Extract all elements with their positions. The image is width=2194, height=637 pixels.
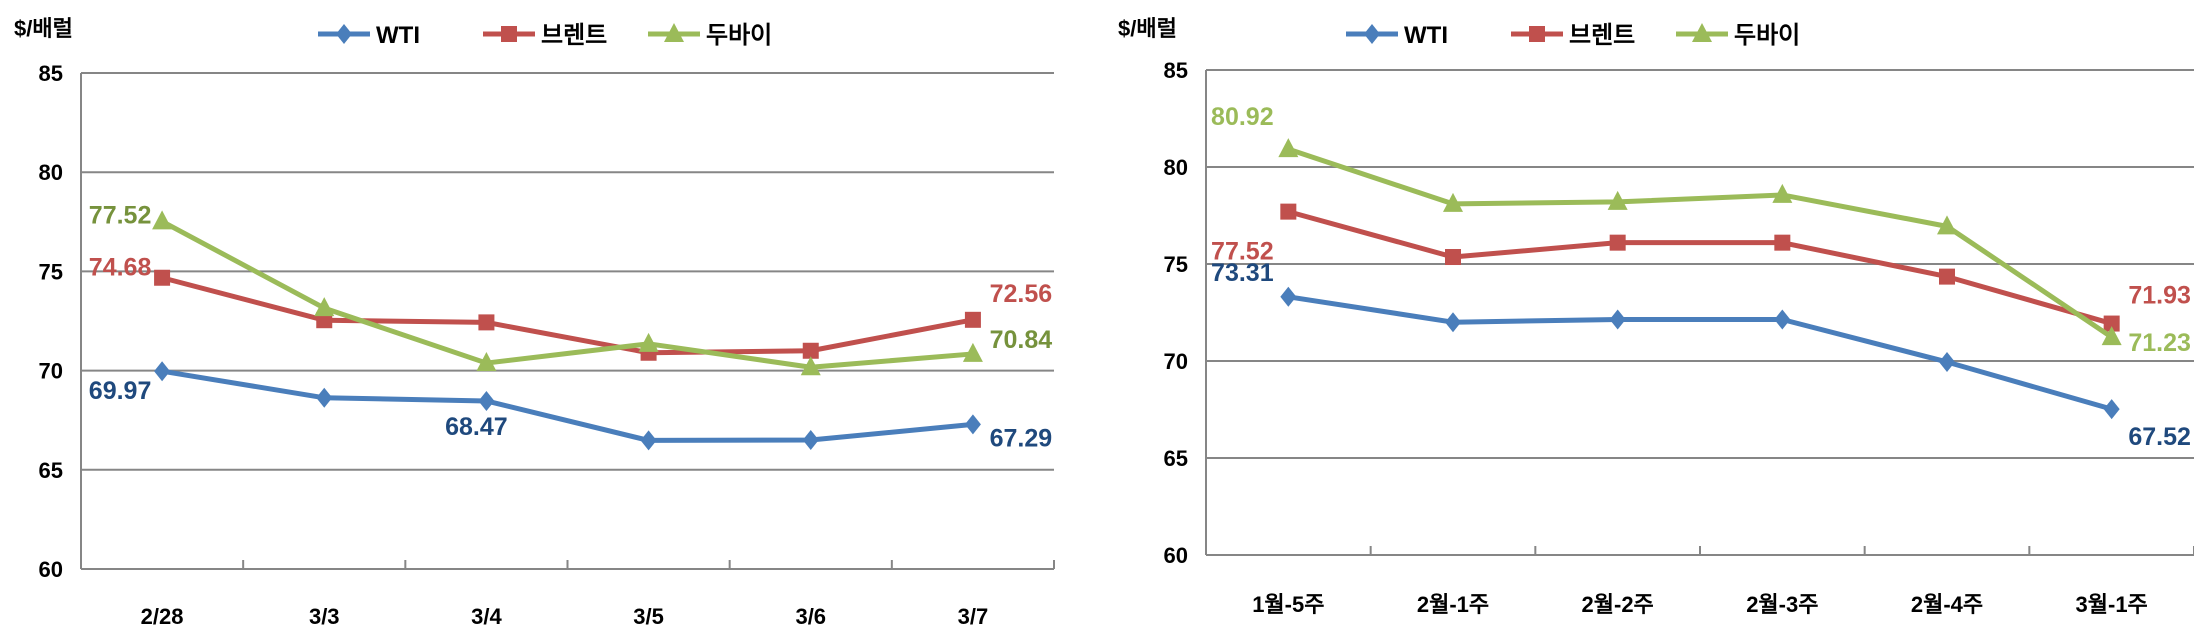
data-point-diamond [802, 430, 819, 451]
data-point-diamond [316, 387, 333, 408]
legend-dubai-label: 두바이 [706, 22, 772, 49]
y-tick-label: 85 [1164, 58, 1188, 83]
y-tick-label: 60 [39, 557, 63, 582]
y-tick-label: 70 [39, 359, 63, 384]
x-tick-label: 3/5 [633, 604, 664, 629]
data-label: 74.68 [89, 254, 152, 282]
data-label: 77.52 [89, 201, 152, 229]
data-label: 69.97 [89, 377, 152, 405]
series-line-wti [1287, 294, 2113, 412]
legend-brent-label: 브렌트 [1569, 22, 1635, 49]
data-point-triangle [962, 342, 983, 362]
data-point-diamond [1774, 309, 1791, 330]
legend-wti-marker-icon [336, 24, 352, 44]
data-label: 71.23 [2128, 329, 2191, 357]
x-tick-label: 2월-4주 [1911, 592, 1983, 617]
legend-wti-label: WTI [376, 22, 420, 49]
data-point-square [964, 311, 981, 328]
data-label: 67.29 [990, 424, 1053, 452]
data-point-square [1280, 203, 1297, 220]
x-tick-label: 3/4 [471, 604, 502, 629]
y-axis-title: $/배럴 [1118, 16, 1177, 41]
x-tick-label: 3/6 [795, 604, 826, 629]
data-label: 72.56 [990, 280, 1053, 308]
legend-wti-marker-icon [1364, 24, 1380, 44]
data-label: 70.84 [990, 326, 1053, 354]
legend-brent-marker-icon [1529, 26, 1545, 42]
data-point-diamond [1280, 286, 1297, 307]
y-tick-label: 75 [39, 259, 63, 284]
data-point-triangle [1772, 183, 1793, 203]
data-point-diamond [1939, 351, 1955, 372]
chart-right: $/배럴 60 65 70 75 80 85 1월-5주 2월-1주 2월-2주 2월-3주 2월-4… [1118, 16, 2194, 617]
legend-dubai-marker-icon [664, 23, 684, 42]
data-point-triangle [1443, 192, 1463, 212]
data-point-triangle [2101, 326, 2122, 346]
data-point-square [802, 342, 819, 359]
data-point-diamond [2103, 399, 2120, 420]
series-line-brent [161, 275, 974, 356]
y-tick-label: 80 [39, 160, 63, 185]
data-point-triangle [152, 210, 173, 230]
x-tick-label: 2월-3주 [1746, 592, 1818, 617]
data-point-diamond [640, 430, 657, 451]
y-tick-label: 80 [1164, 155, 1188, 180]
data-point-diamond [154, 361, 171, 382]
series-line-dubai [160, 219, 974, 370]
data-label: 68.47 [445, 413, 508, 441]
series-line-brent [1287, 209, 2113, 326]
data-label: 77.52 [1211, 238, 1274, 266]
x-tick-label: 2월-2주 [1582, 592, 1654, 617]
data-point-square [1609, 234, 1626, 251]
y-tick-label: 65 [39, 458, 63, 483]
data-point-square [478, 314, 495, 331]
y-tick-label: 70 [1164, 349, 1188, 374]
x-tick-label: 3/7 [958, 604, 989, 629]
data-label: 73.31 [1211, 259, 1274, 287]
x-tick-label: 2/28 [141, 604, 184, 629]
data-point-square [2103, 315, 2120, 332]
chart-left: $/배럴 60 65 70 75 80 85 2/28 3/3 3/4 3/5 3/6 3/7 69.97… [14, 16, 1055, 629]
x-tick-label: 3월-1주 [2076, 592, 2148, 617]
data-point-triangle [1607, 190, 1628, 210]
y-axis-title: $/배럴 [14, 16, 73, 41]
data-point-triangle [314, 297, 335, 317]
series-line-wti [161, 368, 974, 443]
data-point-diamond [1609, 309, 1626, 330]
series-line-dubai [1287, 146, 2114, 340]
data-point-triangle [1278, 138, 1299, 158]
data-point-square [316, 312, 333, 329]
data-label: 80.92 [1211, 103, 1274, 131]
data-point-triangle [638, 332, 659, 352]
x-tick-label: 3/3 [309, 604, 340, 629]
x-tick-label: 2월-1주 [1417, 592, 1489, 617]
data-point-triangle [476, 352, 497, 372]
data-label: 71.93 [2128, 282, 2191, 310]
data-point-triangle [1937, 215, 1957, 235]
data-label: 67.52 [2128, 423, 2191, 451]
y-tick-label: 85 [39, 61, 63, 86]
data-point-diamond [478, 390, 495, 411]
y-tick-label: 75 [1164, 252, 1188, 277]
data-point-triangle [800, 356, 821, 376]
data-point-square [1445, 249, 1461, 266]
legend-wti-label: WTI [1404, 22, 1448, 49]
data-point-square [1939, 268, 1955, 285]
y-tick-label: 60 [1164, 543, 1188, 568]
legend-brent-marker-icon [501, 26, 517, 42]
legend-dubai-label: 두바이 [1734, 22, 1800, 49]
legend-dubai-marker-icon [1692, 23, 1712, 42]
legend-brent-label: 브렌트 [541, 22, 607, 49]
data-point-diamond [1445, 312, 1461, 333]
data-point-square [1774, 234, 1791, 251]
data-point-diamond [964, 414, 981, 435]
x-tick-label: 1월-5주 [1252, 592, 1324, 617]
y-tick-label: 65 [1164, 446, 1188, 471]
data-point-square [154, 269, 171, 286]
